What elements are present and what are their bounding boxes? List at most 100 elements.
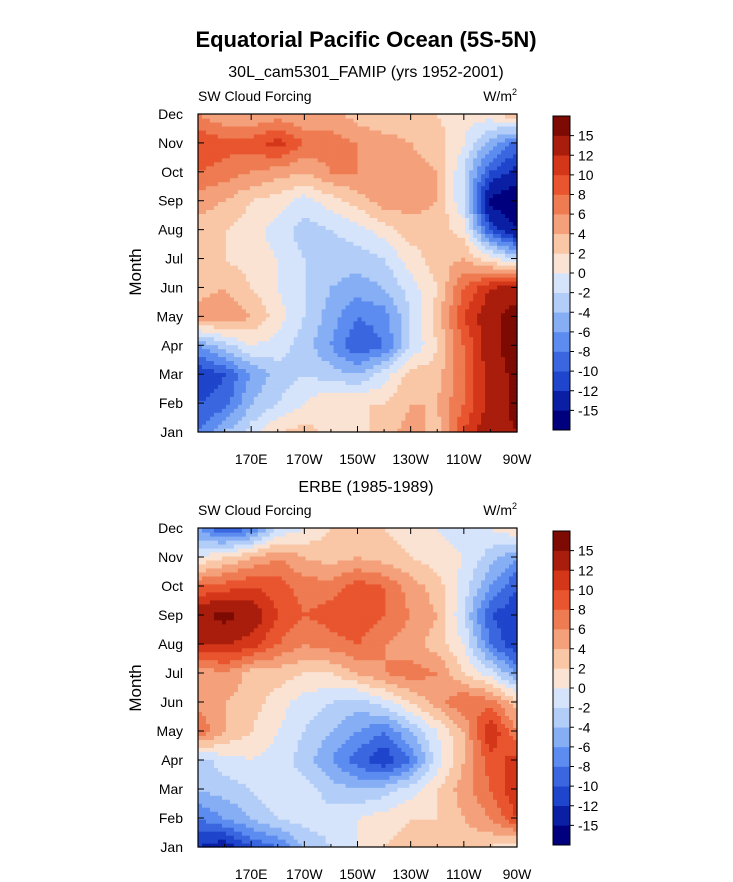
contour-cell (433, 185, 438, 191)
contour-cell (409, 284, 414, 290)
contour-cell (325, 424, 331, 429)
contour-cell (513, 360, 518, 366)
contour-cell (505, 388, 510, 393)
contour-cell (425, 396, 430, 401)
contour-cell (337, 273, 343, 278)
contour-cell (465, 376, 470, 381)
contour-cell (305, 284, 311, 290)
contour-cell (353, 388, 359, 393)
contour-cell (285, 276, 291, 282)
contour-cell (437, 408, 442, 413)
contour-cell (301, 364, 307, 370)
contour-cell (457, 280, 462, 286)
contour-cell (269, 261, 275, 266)
contour-cell (449, 261, 454, 266)
contour-cell (321, 328, 327, 334)
contour-cell (305, 253, 311, 258)
contour-cell (337, 217, 343, 222)
contour-cell (357, 189, 363, 195)
contour-cell (198, 233, 203, 238)
contour-cell (201, 424, 207, 429)
contour-cell (473, 324, 478, 330)
contour-cell (277, 428, 283, 433)
contour-cell (269, 324, 275, 330)
contour-cell (237, 265, 243, 270)
contour-cell (285, 328, 291, 334)
contour-cell (281, 332, 287, 338)
contour-cell (229, 412, 235, 417)
contour-cell (421, 344, 426, 350)
contour-cell (217, 292, 223, 298)
contour-cell (353, 356, 359, 362)
contour-cell (365, 300, 371, 306)
contour-cell (401, 241, 406, 246)
contour-cell (393, 193, 398, 199)
contour-cell (465, 316, 470, 322)
contour-cell (221, 340, 227, 346)
contour-cell (365, 420, 371, 425)
contour-cell (341, 352, 347, 358)
contour-cell (489, 284, 494, 290)
contour-cell (341, 388, 347, 393)
contour-cell (297, 181, 303, 187)
contour-cell (429, 288, 434, 294)
contour-cell (305, 428, 311, 433)
contour-cell (337, 368, 343, 373)
contour-cell (317, 292, 323, 298)
contour-cell (445, 245, 450, 250)
contour-cell (433, 400, 438, 405)
contour-cell (309, 233, 315, 238)
contour-cell (389, 404, 394, 409)
contour-cell (221, 189, 227, 195)
contour-cell (321, 376, 327, 381)
contour-cell (497, 316, 502, 322)
contour-cell (345, 376, 351, 381)
contour-cell (353, 253, 359, 258)
contour-cell (433, 273, 438, 278)
contour-cell (433, 201, 438, 207)
contour-cell (509, 412, 514, 417)
contour-cell (201, 265, 207, 270)
contour-cell (501, 221, 506, 226)
contour-cell (329, 249, 335, 254)
contour-cell (249, 316, 255, 322)
contour-cell (489, 245, 494, 250)
contour-cell (253, 424, 259, 429)
contour-cell (445, 205, 450, 210)
contour-cell (297, 300, 303, 306)
contour-cell (273, 181, 279, 187)
contour-cell (321, 269, 327, 274)
contour-cell (441, 209, 446, 214)
contour-cell (257, 205, 263, 210)
contour-cell (221, 201, 227, 207)
contour-cell (389, 408, 394, 413)
contour-cell (361, 292, 367, 298)
contour-cell (433, 396, 438, 401)
contour-cell (413, 332, 418, 338)
contour-cell (505, 273, 510, 278)
contour-cell (209, 364, 215, 370)
contour-cell (409, 424, 414, 429)
contour-cell (325, 368, 331, 373)
contour-cell (513, 344, 518, 350)
contour-cell (393, 420, 398, 425)
contour-cell (385, 344, 390, 350)
contour-cell (297, 340, 303, 346)
contour-cell (325, 296, 331, 302)
contour-cell (253, 257, 259, 262)
contour-cell (481, 392, 486, 397)
contour-cell (393, 412, 398, 417)
contour-cell (401, 384, 406, 389)
contour-cell (261, 312, 267, 318)
contour-cell (333, 376, 339, 381)
contour-cell (309, 197, 315, 203)
contour-cell (377, 280, 383, 286)
contour-cell (277, 193, 283, 199)
contour-cell (461, 201, 466, 207)
contour-cell (413, 372, 418, 377)
contour-cell (413, 189, 418, 195)
contour-cell (245, 284, 251, 290)
contour-cell (401, 276, 406, 282)
contour-cell (477, 320, 482, 326)
contour-cell (397, 348, 402, 354)
